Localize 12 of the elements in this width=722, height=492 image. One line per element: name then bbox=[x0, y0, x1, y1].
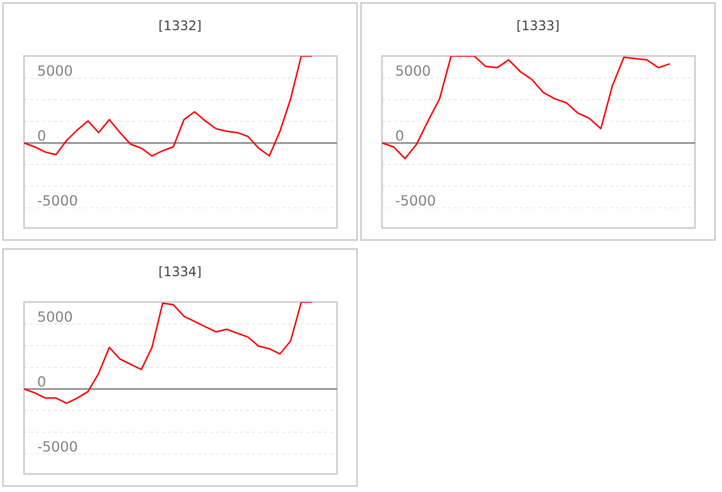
y-tick-label: 0 bbox=[38, 376, 46, 387]
y-tick-label: 0 bbox=[38, 130, 46, 141]
y-tick-label: -5000 bbox=[38, 441, 77, 452]
chart-title: [1332] bbox=[160, 20, 200, 32]
y-tick-label: -5000 bbox=[396, 195, 435, 206]
y-tick-label: 5000 bbox=[38, 311, 72, 322]
y-tick-label: 5000 bbox=[396, 65, 430, 76]
chart-title: [1334] bbox=[160, 266, 200, 278]
chart-title: [1333] bbox=[518, 20, 558, 32]
y-tick-label: -5000 bbox=[38, 195, 77, 206]
y-tick-label: 0 bbox=[396, 130, 404, 141]
y-tick-label: 5000 bbox=[38, 65, 72, 76]
